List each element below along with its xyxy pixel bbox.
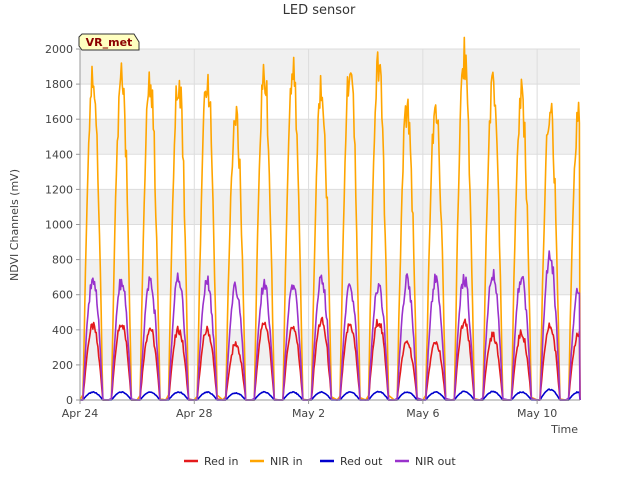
- y-tick-label: 400: [52, 324, 73, 337]
- y-tick-label: 200: [52, 359, 73, 372]
- legend: Red in NIR in Red out NIR out: [184, 455, 456, 468]
- x-tick-label: May 2: [292, 407, 325, 420]
- x-tick-labels: Apr 24 Apr 28 May 2 May 6 May 10: [62, 400, 557, 420]
- x-tick-label: May 6: [406, 407, 439, 420]
- chart-title: LED sensor: [283, 3, 356, 18]
- y-tick-labels: 0 200 400 600 800 1000 1200 1400 1600 1800 2000: [45, 43, 80, 407]
- legend-label: Red in: [204, 455, 238, 468]
- x-tick-label: May 10: [517, 407, 557, 420]
- site-label: VR_met: [86, 36, 133, 49]
- y-tick-label: 1400: [45, 148, 73, 161]
- series-layer: [79, 36, 581, 401]
- y-tick-label: 1200: [45, 183, 73, 196]
- y-tick-label: 2000: [45, 43, 73, 56]
- x-axis-label: Time: [550, 423, 578, 436]
- y-tick-label: 600: [52, 289, 73, 302]
- legend-label: Red out: [340, 455, 383, 468]
- y-tick-label: 0: [66, 394, 73, 407]
- site-badge: VR_met: [78, 33, 140, 51]
- y-tick-label: 1000: [45, 219, 73, 232]
- legend-item-nir-out: NIR out: [395, 455, 456, 468]
- y-axis-label: NDVI Channels (mV): [8, 169, 21, 281]
- legend-label: NIR out: [415, 455, 456, 468]
- background-band: [80, 189, 580, 225]
- legend-item-red-out: Red out: [320, 455, 383, 468]
- x-tick-label: Apr 28: [176, 407, 213, 420]
- background-band: [80, 49, 580, 85]
- series-line-nir-out: [80, 250, 581, 401]
- y-tick-label: 800: [52, 254, 73, 267]
- series-line-nir-in: [79, 36, 581, 401]
- legend-item-red-in: Red in: [184, 455, 238, 468]
- legend-item-nir-in: NIR in: [250, 455, 303, 468]
- background-band: [80, 259, 580, 295]
- legend-label: NIR in: [270, 455, 303, 468]
- x-tick-label: Apr 24: [62, 407, 99, 420]
- y-tick-label: 1600: [45, 113, 73, 126]
- y-tick-label: 1800: [45, 78, 73, 91]
- site-badge-box: [78, 33, 140, 51]
